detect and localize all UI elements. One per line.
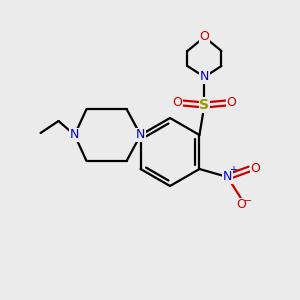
Text: N: N [200,70,209,83]
Text: −: − [244,196,253,206]
Text: N: N [136,128,145,142]
Text: +: + [230,165,237,175]
Text: O: O [250,163,260,176]
Text: O: O [172,97,182,110]
Text: S: S [200,98,209,112]
Text: O: O [236,199,246,212]
Text: O: O [200,31,209,44]
Text: N: N [70,128,79,142]
Text: N: N [223,170,232,184]
Text: O: O [226,97,236,110]
